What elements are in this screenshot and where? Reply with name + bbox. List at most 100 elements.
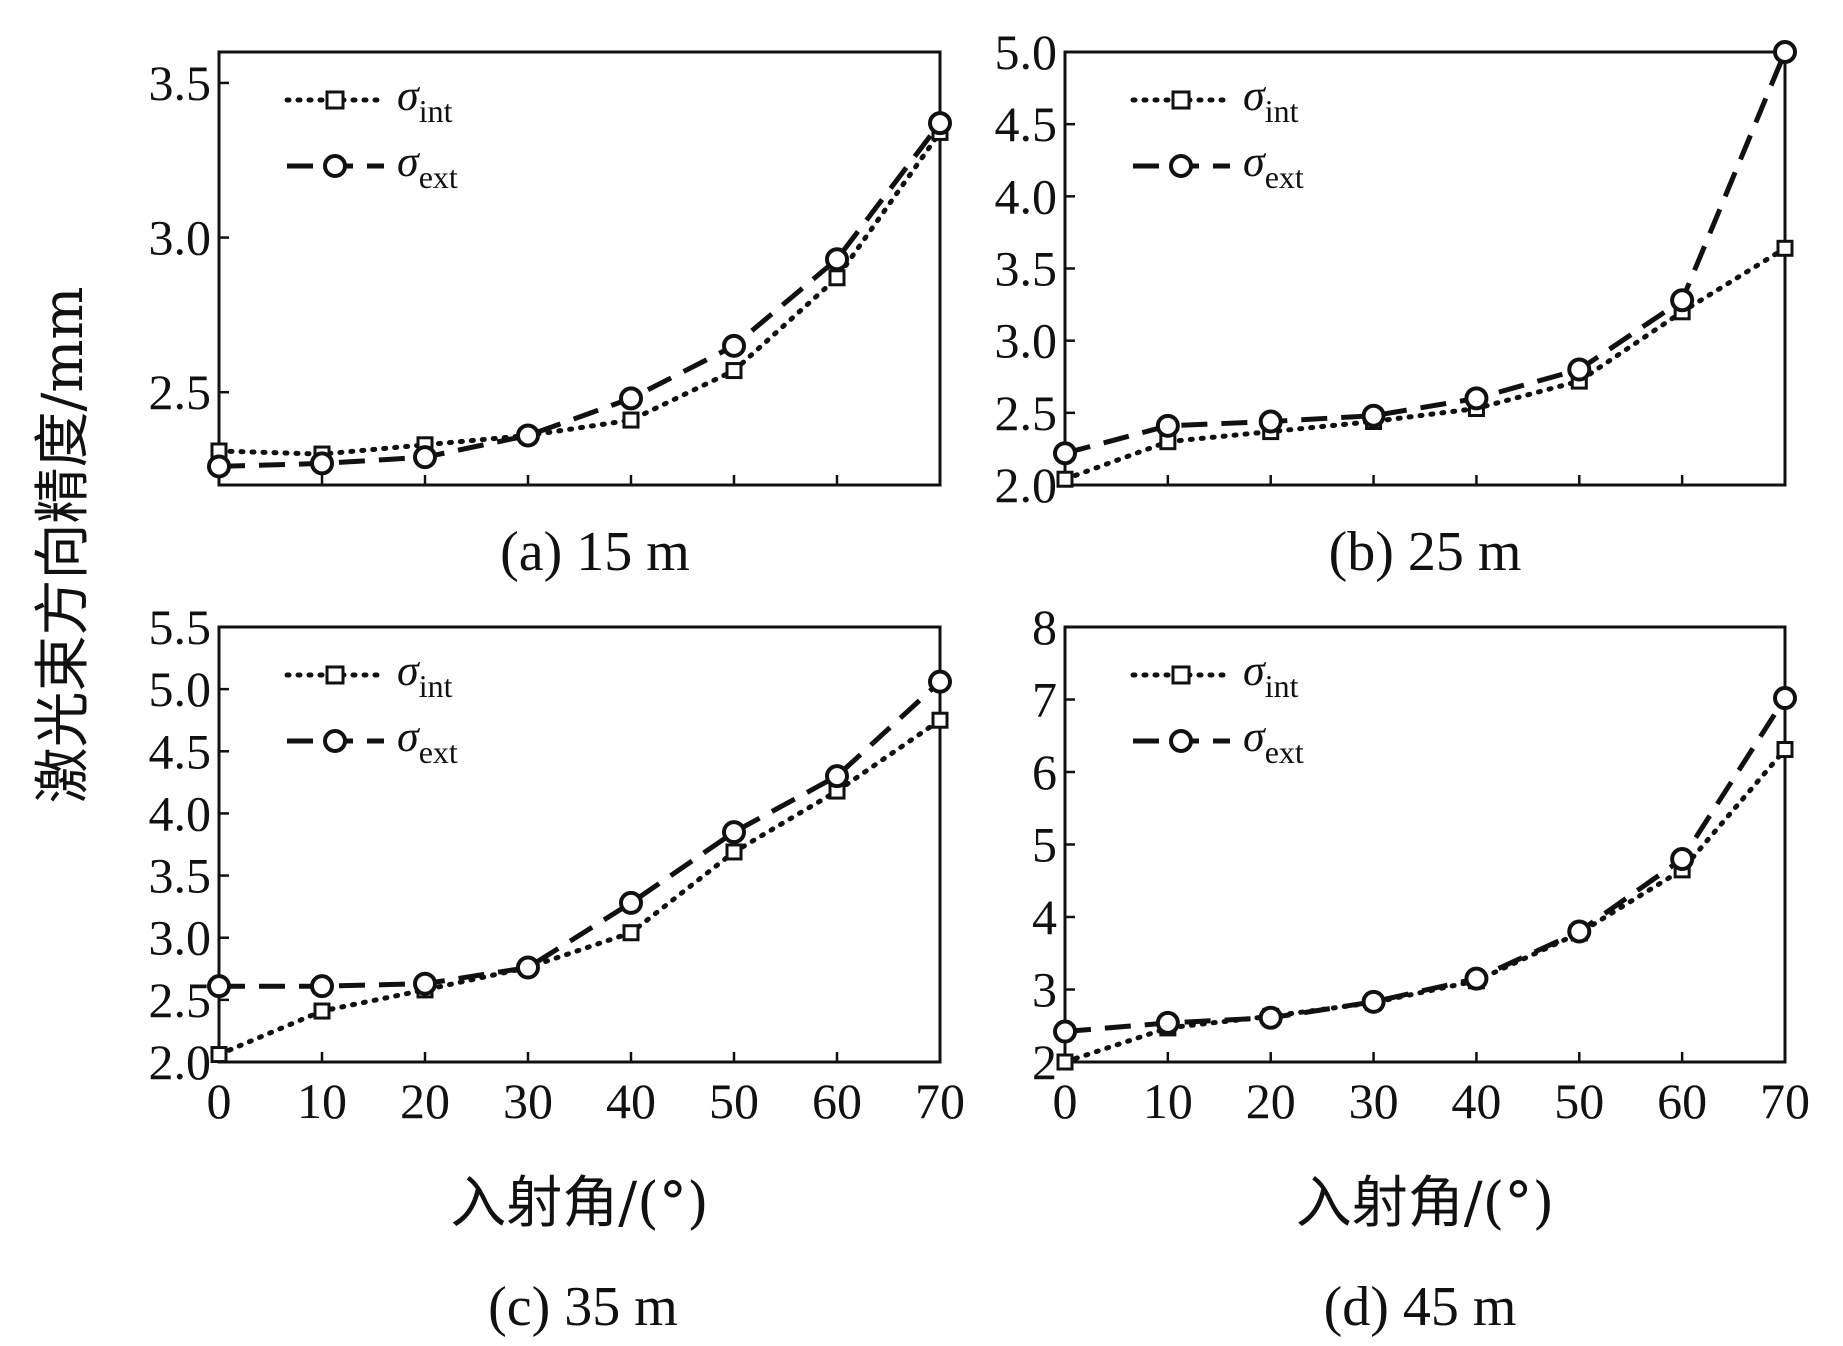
legend-label-int: σint — [397, 71, 453, 129]
legend-marker-int — [325, 665, 345, 685]
data-point-int — [725, 362, 743, 380]
data-point-ext — [1773, 686, 1797, 711]
chart-panel-0: 2.5 3.0 3.5 σint σext (a) 15 m — [149, 50, 952, 583]
data-point-ext — [516, 955, 540, 980]
data-point-ext — [722, 333, 746, 358]
series-line-int — [216, 717, 943, 1057]
data-point-int — [622, 924, 640, 942]
data-point-ext — [1258, 409, 1283, 434]
x-tick-label: 60 — [1657, 1073, 1707, 1129]
data-point-ext — [928, 111, 952, 136]
x-tick-label: 30 — [1349, 1073, 1399, 1129]
data-point-ext — [619, 890, 643, 915]
series-line-int — [1062, 245, 1788, 482]
y-tick-label: 5 — [1032, 817, 1057, 873]
x-axis-label: 入射角/(°) — [1296, 1171, 1555, 1236]
y-tick-label: 4.5 — [995, 96, 1058, 152]
x-tick-label: 10 — [1143, 1073, 1193, 1129]
legend-label-int: σint — [397, 646, 453, 704]
y-tick-label: 3.0 — [995, 313, 1058, 369]
legend-marker-int — [1171, 665, 1191, 685]
legend-marker-ext — [323, 729, 347, 753]
y-tick-label: 8 — [1032, 599, 1057, 655]
data-point-int — [1056, 470, 1074, 488]
chart-caption: (a) 15 m — [500, 521, 690, 583]
data-point-int — [828, 269, 846, 287]
legend-marker-ext — [323, 154, 347, 178]
data-point-ext — [1053, 1019, 1077, 1044]
y-tick-label: 7 — [1032, 672, 1057, 728]
legend-label-ext: σext — [397, 712, 458, 770]
series-line-ext — [219, 679, 942, 989]
x-tick-label: 70 — [915, 1073, 965, 1129]
legend-marker-ext — [1169, 729, 1193, 753]
y-tick-label: 3 — [1032, 962, 1057, 1018]
data-point-ext — [413, 971, 437, 996]
legend-label-ext: σext — [1243, 137, 1304, 195]
y-tick-label: 2 — [1032, 1034, 1057, 1090]
data-point-ext — [722, 820, 746, 845]
legend-label-ext: σext — [397, 137, 458, 195]
x-tick-label: 40 — [606, 1073, 656, 1129]
x-tick-label: 10 — [297, 1073, 347, 1129]
x-tick-label: 60 — [812, 1073, 862, 1129]
y-tick-label: 3.0 — [149, 210, 212, 266]
y-tick-label: 3.5 — [149, 55, 212, 111]
chart-caption: (d) 45 m — [1324, 1276, 1517, 1338]
data-point-int — [1776, 741, 1794, 759]
series-line-int — [216, 129, 943, 457]
y-tick-label: 4.0 — [149, 785, 212, 841]
data-point-ext — [1361, 989, 1386, 1014]
data-point-ext — [310, 451, 334, 476]
data-point-ext — [1567, 919, 1592, 944]
data-point-ext — [1773, 40, 1797, 64]
y-tick-label: 2.5 — [995, 385, 1058, 441]
legend-marker-int — [325, 90, 345, 110]
series-line-ext — [1064, 696, 1788, 1034]
chart-caption: (b) 25 m — [1329, 521, 1522, 583]
y-tick-label: 6 — [1032, 744, 1057, 800]
x-tick-label: 40 — [1451, 1073, 1501, 1129]
y-tick-label: 2.0 — [149, 1034, 212, 1090]
x-tick-label: 20 — [400, 1073, 450, 1129]
data-point-int — [210, 1046, 228, 1064]
data-point-int — [622, 411, 640, 429]
legend-label-int: σint — [1243, 646, 1299, 704]
data-point-ext — [928, 669, 952, 694]
legend-label-ext: σext — [1243, 712, 1304, 770]
chart-panel-2: 2.0 2.5 3.0 3.5 4.0 4.5 5.0 5.5 0 10 20 30 40 50 60 70 σ… — [149, 599, 966, 1338]
y-tick-label: 4.5 — [149, 723, 212, 779]
data-point-ext — [207, 974, 231, 999]
data-point-ext — [1053, 441, 1077, 466]
x-tick-label: 50 — [709, 1073, 759, 1129]
x-tick-label: 70 — [1760, 1073, 1810, 1129]
data-point-ext — [310, 974, 334, 999]
x-tick-label: 0 — [1053, 1073, 1078, 1129]
data-point-ext — [413, 445, 437, 470]
plot-frame — [217, 625, 942, 1064]
y-tick-label: 2.5 — [149, 364, 212, 420]
data-point-int — [313, 1002, 331, 1020]
data-point-ext — [207, 454, 231, 479]
chart-panel-3: 2 3 4 5 6 7 8 0 10 20 30 40 50 60 70 σint σext (d) 45 m 入射… — [1032, 599, 1810, 1338]
data-point-ext — [1464, 966, 1489, 991]
data-point-ext — [619, 386, 643, 411]
data-point-int — [1776, 239, 1794, 257]
series-line-ext — [1064, 51, 1788, 456]
y-tick-label: 3.0 — [149, 910, 212, 966]
data-point-ext — [1155, 1010, 1180, 1035]
data-point-ext — [516, 423, 540, 448]
data-point-ext — [1258, 1005, 1283, 1030]
x-tick-label: 0 — [207, 1073, 232, 1129]
y-tick-label: 3.5 — [149, 848, 212, 904]
plot-frame — [217, 50, 942, 487]
y-tick-label: 2.5 — [149, 972, 212, 1028]
x-tick-label: 20 — [1246, 1073, 1296, 1129]
data-point-int — [725, 843, 743, 861]
y-tick-label: 4 — [1032, 889, 1057, 945]
series-line-ext — [218, 121, 942, 469]
data-point-int — [1056, 1053, 1074, 1071]
data-point-ext — [1464, 386, 1489, 411]
data-point-ext — [1155, 413, 1180, 438]
